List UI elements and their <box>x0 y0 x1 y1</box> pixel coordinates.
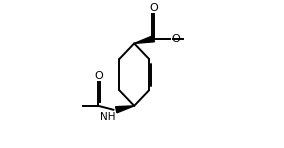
Text: O: O <box>94 71 103 81</box>
Text: O: O <box>171 34 179 44</box>
Text: NH: NH <box>100 112 116 122</box>
Polygon shape <box>116 106 134 113</box>
Text: O: O <box>149 3 158 13</box>
Polygon shape <box>134 36 154 43</box>
